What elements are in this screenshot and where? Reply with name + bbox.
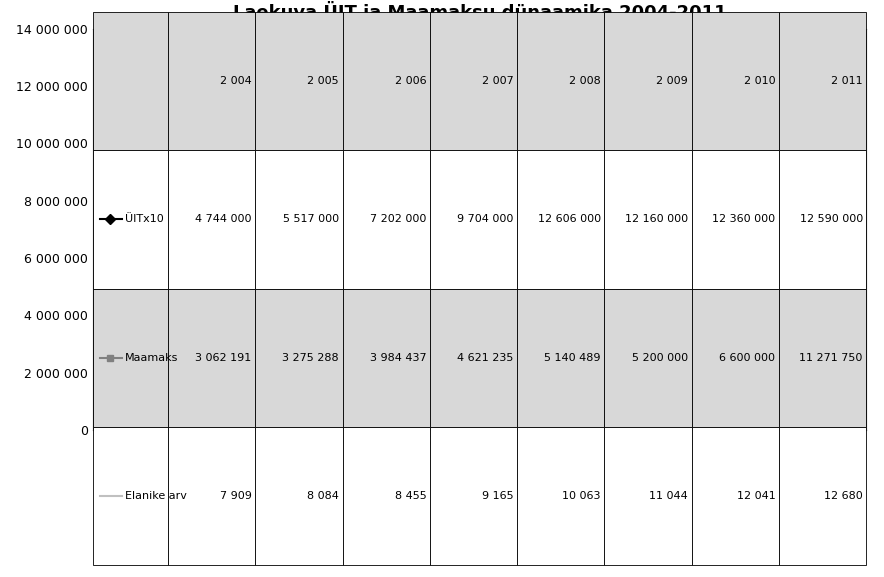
Bar [605,288,691,427]
Text: 7 202 000: 7 202 000 [370,214,426,224]
Text: 9 704 000: 9 704 000 [457,214,514,224]
Text: 2 007: 2 007 [482,76,514,86]
Title: Laekuva ÜIT ja Maamaksu dünaamika 2004-2011: Laekuva ÜIT ja Maamaksu dünaamika 2004-2… [232,1,727,22]
Text: 12 590 000: 12 590 000 [799,214,863,224]
Bar [517,427,605,565]
Bar [779,150,866,288]
Bar [93,150,168,288]
Bar [517,150,605,288]
Bar [343,427,430,565]
Text: 9 165: 9 165 [482,491,514,501]
Bar [692,12,779,150]
Bar [168,150,255,288]
Bar [692,288,779,427]
Text: 5 140 489: 5 140 489 [545,353,601,363]
Bar [779,288,866,427]
Text: 4 621 235: 4 621 235 [457,353,514,363]
Bar [605,427,691,565]
Text: 2 009: 2 009 [657,76,688,86]
Text: 12 606 000: 12 606 000 [537,214,601,224]
Bar [517,288,605,427]
Text: 3 275 288: 3 275 288 [282,353,339,363]
Text: 5 517 000: 5 517 000 [283,214,339,224]
Text: 10 063: 10 063 [562,491,601,501]
Text: 8 084: 8 084 [307,491,339,501]
Text: 12 360 000: 12 360 000 [713,214,775,224]
Text: 8 455: 8 455 [394,491,426,501]
Text: x 1,0 kõik maad olenemata
sihtotstarbest: x 1,0 kõik maad olenemata sihtotstarbest [309,301,461,375]
Text: 11 044: 11 044 [650,491,688,501]
Bar [93,12,168,150]
Bar [517,12,605,150]
Bar [779,12,866,150]
Bar [430,288,517,427]
Text: 2 006: 2 006 [394,76,426,86]
Bar [168,12,255,150]
Bar [692,427,779,565]
Text: 2 004: 2 004 [220,76,252,86]
Text: x 2,5 äri,
tootmis,
elamumaa
x 2,0
maatulund
usmaa: x 2,5 äri, tootmis, elamumaa x 2,0 maatu… [705,111,774,223]
Bar [605,150,691,288]
Bar [605,12,691,150]
Bar [779,427,866,565]
Bar [430,427,517,565]
Text: 12 680: 12 680 [824,491,863,501]
Bar [692,150,779,288]
Bar [168,427,255,565]
Text: 6 600 000: 6 600 000 [720,353,775,363]
Text: 11 271 750: 11 271 750 [799,353,863,363]
Text: 2 011: 2 011 [831,76,863,86]
Text: 12 160 000: 12 160 000 [625,214,688,224]
Text: Maamaks: Maamaks [125,353,178,363]
Text: 2 008: 2 008 [569,76,601,86]
Text: x 1,5 äri ja
tootmisma: x 1,5 äri ja tootmisma [578,243,683,298]
Bar [255,427,343,565]
Text: 3 984 437: 3 984 437 [370,353,426,363]
Bar [93,288,168,427]
Bar [343,288,430,427]
Bar [430,12,517,150]
Bar [343,12,430,150]
Text: 2 005: 2 005 [308,76,339,86]
Text: 12 041: 12 041 [736,491,775,501]
Bar [255,12,343,150]
Bar [430,150,517,288]
Bar [343,150,430,288]
Bar [93,427,168,565]
Bar [255,150,343,288]
Text: 3 062 191: 3 062 191 [195,353,252,363]
Bar [255,288,343,427]
Text: 4 744 000: 4 744 000 [195,214,252,224]
Text: 7 909: 7 909 [220,491,252,501]
Text: ÜITx10: ÜITx10 [125,214,164,224]
Text: 5 200 000: 5 200 000 [632,353,688,363]
Text: Elanike arv: Elanike arv [125,491,187,501]
Bar [168,288,255,427]
Text: 2 010: 2 010 [743,76,775,86]
